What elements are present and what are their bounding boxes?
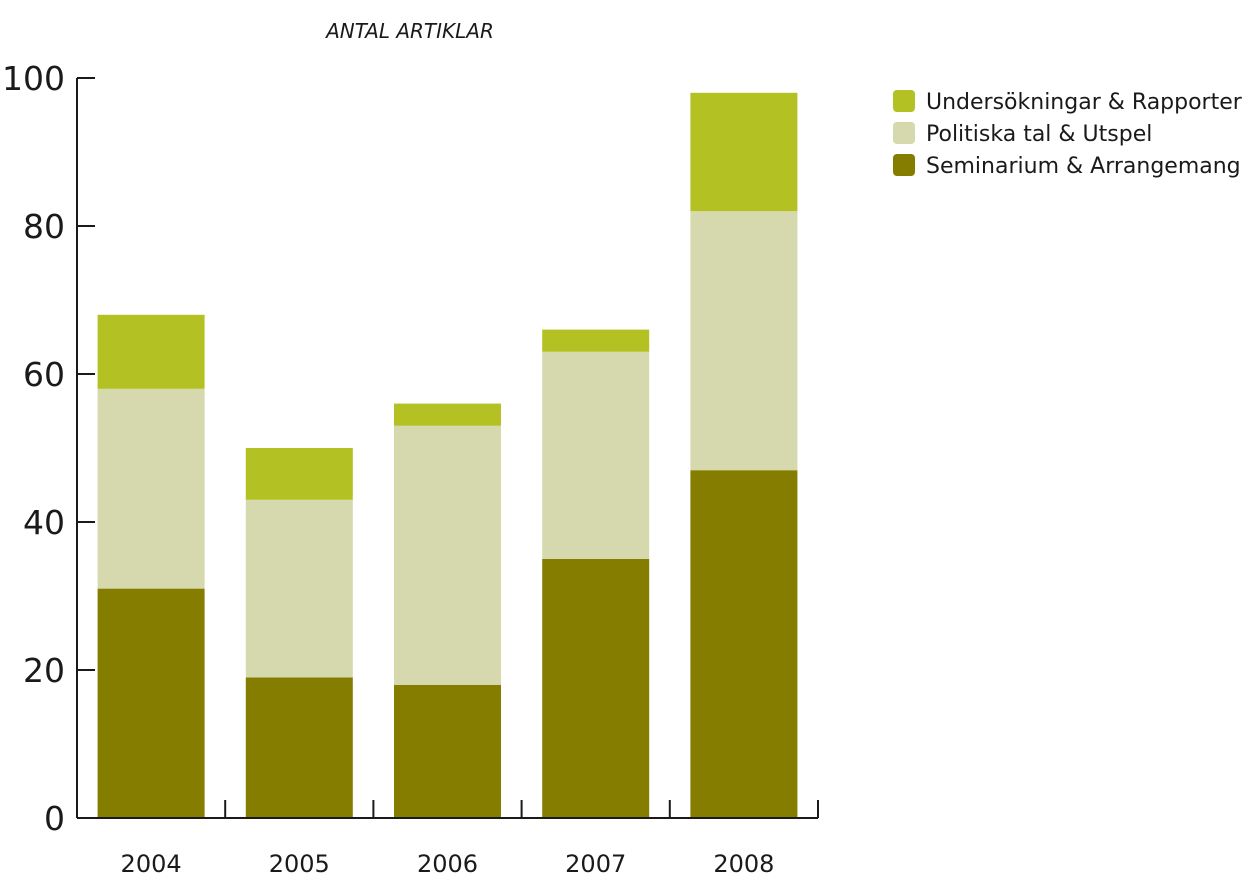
bar-2006-series-0 <box>394 684 501 818</box>
bar-2005-series-2 <box>245 448 353 500</box>
bar-2007-series-1 <box>542 351 650 559</box>
axes-group: 0 20 40 60 80 100 2004 2005 2006 2007 2008 <box>2 59 819 875</box>
y-tick-label: 100 <box>2 59 65 98</box>
bar-2005-series-0 <box>245 677 353 818</box>
bar-2005-series-1 <box>245 499 353 678</box>
legend-swatch <box>893 122 915 144</box>
chart-title: ANTAL ARTIKLAR <box>324 19 494 43</box>
x-tick-label: 2005 <box>269 850 330 875</box>
legend-label: Seminarium & Arrangemang <box>926 154 1241 179</box>
y-tick-label: 80 <box>23 207 65 246</box>
legend-swatch <box>893 154 915 176</box>
bar-2004-series-0 <box>97 588 205 818</box>
y-tick-label: 40 <box>23 503 65 542</box>
legend-swatch <box>893 90 915 112</box>
bar-2006-series-1 <box>394 425 501 685</box>
bar-2007-series-0 <box>542 559 650 818</box>
bar-2007-series-2 <box>542 329 650 352</box>
bar-2008-series-1 <box>690 211 798 471</box>
bar-2008-series-0 <box>690 470 798 818</box>
legend-label: Politiska tal & Utspel <box>926 122 1152 147</box>
x-tick-label: 2004 <box>121 850 182 875</box>
x-tick-label: 2008 <box>713 850 774 875</box>
bars-group <box>97 92 798 818</box>
y-tick-label: 0 <box>44 799 65 838</box>
y-tick-label: 60 <box>23 355 65 394</box>
x-tick-label: 2006 <box>417 850 478 875</box>
bar-2004-series-2 <box>97 314 205 389</box>
bar-2004-series-1 <box>97 388 205 589</box>
bar-2008-series-2 <box>690 92 798 212</box>
y-tick-label: 20 <box>23 651 65 690</box>
bar-2006-series-2 <box>394 403 501 426</box>
legend: Undersökningar & Rapporter Politiska tal … <box>893 90 1243 179</box>
x-tick-label: 2007 <box>565 850 626 875</box>
legend-label: Undersökningar & Rapporter <box>926 90 1243 115</box>
